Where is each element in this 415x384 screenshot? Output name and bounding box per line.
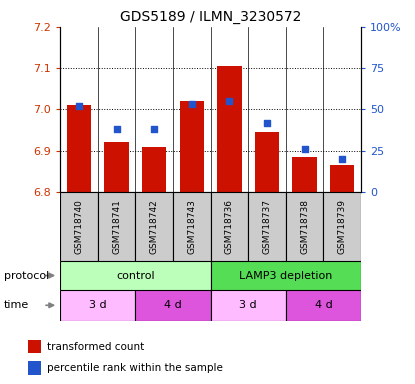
Bar (323, 192, 361, 261)
Point (264, 119, 270, 126)
Bar (104, 142, 129, 192)
Bar (98, 192, 135, 261)
Bar (211, 290, 286, 321)
Bar (293, 157, 317, 192)
Point (76, 103, 82, 109)
Bar (211, 192, 248, 261)
Text: transformed count: transformed count (47, 341, 144, 351)
Bar (135, 290, 210, 321)
Bar (28, 339, 42, 353)
Bar (255, 132, 279, 192)
Point (226, 98, 233, 104)
Bar (173, 192, 210, 261)
Bar (211, 261, 361, 290)
Text: GSM718739: GSM718739 (338, 199, 347, 254)
Bar (330, 165, 354, 192)
Text: LAMP3 depletion: LAMP3 depletion (239, 270, 332, 281)
Text: protocol: protocol (4, 270, 49, 281)
Point (301, 146, 308, 152)
Bar (217, 66, 242, 192)
Point (113, 126, 120, 132)
Text: 3 d: 3 d (239, 300, 257, 310)
Point (339, 156, 346, 162)
Text: time: time (4, 300, 29, 310)
Bar (60, 290, 135, 321)
Bar (135, 192, 173, 261)
Text: percentile rank within the sample: percentile rank within the sample (47, 363, 223, 373)
Text: 4 d: 4 d (164, 300, 182, 310)
Text: GSM718738: GSM718738 (300, 199, 309, 254)
Point (151, 126, 158, 132)
Bar (142, 147, 166, 192)
Bar (180, 101, 204, 192)
Text: 3 d: 3 d (89, 300, 107, 310)
Text: control: control (116, 270, 155, 281)
Bar (60, 261, 211, 290)
Point (188, 101, 195, 108)
Bar (60, 192, 98, 261)
Bar (286, 192, 323, 261)
Bar (286, 290, 361, 321)
Text: GSM718736: GSM718736 (225, 199, 234, 254)
Bar (67, 105, 91, 192)
Text: 4 d: 4 d (315, 300, 332, 310)
Text: GSM718741: GSM718741 (112, 199, 121, 254)
Text: GSM718737: GSM718737 (263, 199, 271, 254)
Bar (248, 192, 286, 261)
Title: GDS5189 / ILMN_3230572: GDS5189 / ILMN_3230572 (120, 10, 301, 25)
Text: GSM718742: GSM718742 (150, 199, 159, 254)
Text: GSM718740: GSM718740 (74, 199, 83, 254)
Text: GSM718743: GSM718743 (187, 199, 196, 254)
Bar (28, 361, 42, 375)
